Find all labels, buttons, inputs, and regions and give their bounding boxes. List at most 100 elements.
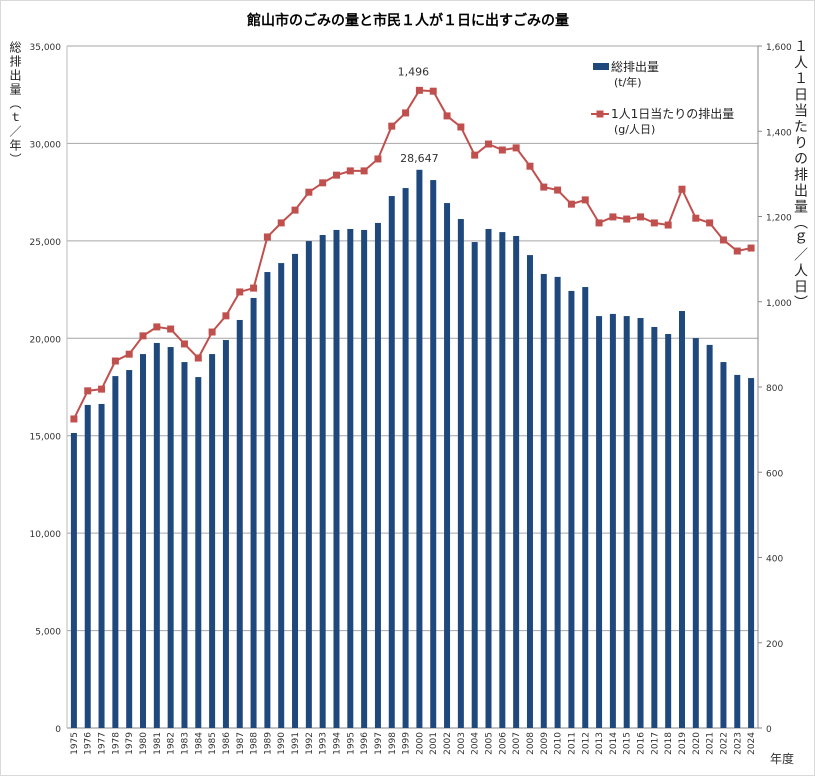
line-point-2006 [498, 146, 506, 154]
y-left-tick-label: 5,000 [35, 628, 61, 638]
x-tick-label: 1994 [332, 732, 342, 755]
x-tick-label: 1980 [139, 732, 149, 755]
line-point-2018 [664, 221, 672, 229]
x-tick-label: 2009 [540, 732, 550, 755]
bar-2016 [637, 318, 644, 728]
y-right-tick-label: 800 [766, 384, 783, 394]
x-tick-label: 2001 [429, 732, 439, 755]
bar-1984 [195, 377, 202, 728]
line-point-2007 [512, 144, 520, 152]
bar-1982 [167, 347, 174, 728]
x-tick-label: 2023 [733, 732, 743, 755]
line-point-2016 [637, 213, 645, 221]
x-tick-label: 2020 [692, 732, 702, 755]
line-point-1981 [153, 323, 161, 331]
line-point-1982 [167, 325, 175, 333]
bar-1983 [181, 362, 188, 728]
x-tick-label: 1979 [125, 732, 135, 755]
bar-2018 [665, 333, 672, 728]
chart-title: 館山市のごみの量と市民１人が１日に出すごみの量 [246, 12, 569, 29]
bar-1993 [319, 235, 326, 729]
line-point-1988 [250, 284, 258, 292]
right-axis-title: １人１日当たりの排出量（ｇ／人日） [792, 39, 808, 311]
x-axis-title: 年度 [770, 751, 794, 766]
x-tick-label: 1983 [180, 732, 190, 755]
legend-line-marker [596, 110, 604, 118]
line-point-2020 [692, 214, 700, 222]
bar-2009 [540, 273, 547, 728]
y-right-tick-label: 1,400 [766, 128, 792, 138]
line-point-2002 [443, 112, 451, 120]
y-left-tick-label: 30,000 [30, 140, 62, 150]
bar-2008 [526, 255, 533, 728]
bar-1985 [209, 354, 216, 728]
bar-2011 [568, 290, 575, 728]
x-tick-label: 1997 [374, 732, 384, 755]
line-point-1992 [305, 188, 313, 196]
x-tick-label: 1977 [98, 732, 108, 755]
x-tick-label: 1993 [319, 732, 329, 755]
bar-2024 [748, 378, 755, 728]
bar-2005 [485, 228, 492, 728]
x-tick-label: 1989 [263, 732, 273, 755]
bar-2007 [513, 235, 520, 728]
line-point-2013 [595, 219, 603, 227]
line-point-2024 [747, 244, 755, 252]
x-tick-label: 1996 [360, 732, 370, 755]
line-point-2012 [581, 196, 589, 204]
line-point-1979 [125, 350, 133, 358]
line-point-1975 [70, 415, 78, 423]
bar-1980 [140, 354, 147, 728]
y-left-tick-label: 10,000 [30, 530, 62, 540]
x-tick-label: 1990 [277, 732, 287, 755]
x-tick-label: 2013 [595, 732, 605, 755]
x-tick-label: 1978 [111, 732, 121, 755]
bar-1979 [126, 370, 133, 728]
line-point-1997 [374, 155, 382, 163]
x-tick-label: 1986 [222, 732, 232, 755]
bar-2023 [734, 374, 741, 728]
legend-line-unit: (g/人日) [614, 123, 655, 136]
x-tick-label: 2012 [581, 732, 591, 755]
y-right-tick-label: 400 [766, 555, 783, 565]
line-point-2015 [623, 215, 631, 223]
line-point-1995 [346, 167, 354, 175]
line-point-2003 [457, 123, 465, 131]
line-point-1999 [402, 109, 410, 117]
bar-2014 [609, 313, 616, 728]
x-tick-label: 2021 [706, 732, 716, 755]
line-data-label: 1,496 [398, 65, 430, 78]
line-point-2009 [540, 183, 548, 191]
bar-2006 [499, 232, 506, 729]
bar-2003 [457, 219, 464, 728]
line-point-1994 [332, 171, 340, 179]
line-point-1977 [98, 385, 106, 393]
legend-bar-label: 総排出量 [611, 60, 659, 74]
y-right-tick-label: 1,000 [766, 299, 792, 309]
line-point-1985 [208, 328, 216, 336]
line-point-2014 [609, 213, 617, 221]
line-point-2001 [429, 87, 437, 95]
bar-2012 [582, 287, 589, 728]
bar-1988 [250, 297, 257, 728]
x-tick-label: 1975 [70, 732, 80, 755]
x-tick-label: 2022 [719, 732, 729, 755]
line-point-2000 [415, 86, 423, 94]
x-tick-label: 1976 [84, 732, 94, 755]
x-tick-label: 2006 [498, 732, 508, 755]
bar-2017 [651, 326, 658, 728]
bar-1995 [347, 228, 354, 728]
x-tick-label: 2015 [623, 732, 633, 755]
bar-2020 [692, 338, 699, 728]
x-tick-label: 2018 [664, 732, 674, 755]
x-tick-label: 2014 [609, 732, 619, 755]
x-tick-label: 2000 [415, 732, 425, 755]
bar-1977 [98, 403, 105, 728]
bar-2002 [444, 203, 451, 728]
y-right-tick-label: 0 [766, 725, 772, 735]
line-point-2022 [719, 236, 727, 244]
line-point-2008 [526, 162, 534, 170]
bar-1975 [70, 432, 77, 728]
bar-1992 [305, 241, 312, 728]
